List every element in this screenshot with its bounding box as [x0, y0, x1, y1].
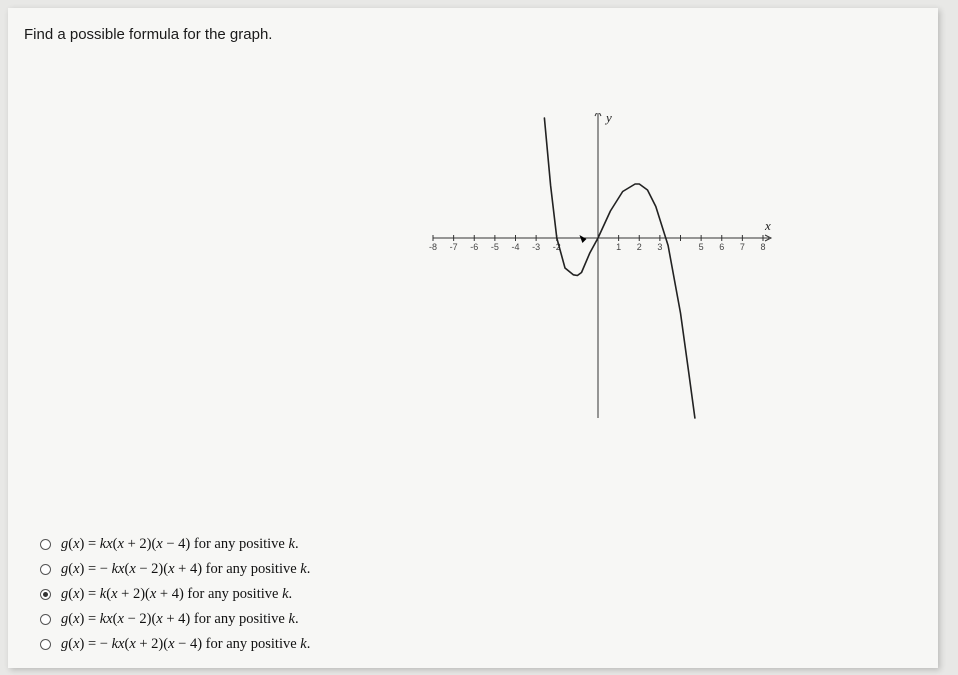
radio-icon[interactable]: [40, 589, 51, 600]
svg-text:8: 8: [760, 242, 765, 252]
answer-option-3[interactable]: g(x) = kx(x − 2)(x + 4) for any positive…: [40, 608, 310, 631]
svg-text:-6: -6: [470, 242, 478, 252]
svg-text:-7: -7: [450, 242, 458, 252]
answer-option-4[interactable]: g(x) = − kx(x + 2)(x − 4) for any positi…: [40, 633, 310, 656]
svg-text:7: 7: [740, 242, 745, 252]
answer-list: g(x) = kx(x + 2)(x − 4) for any positive…: [40, 533, 310, 658]
answer-option-2[interactable]: g(x) = k(x + 2)(x + 4) for any positive …: [40, 583, 310, 606]
answer-text: g(x) = kx(x + 2)(x − 4) for any positive…: [61, 536, 299, 553]
answer-option-0[interactable]: g(x) = kx(x + 2)(x − 4) for any positive…: [40, 533, 310, 556]
answer-text: g(x) = k(x + 2)(x + 4) for any positive …: [61, 586, 292, 603]
svg-text:-3: -3: [532, 242, 540, 252]
svg-text:5: 5: [699, 242, 704, 252]
svg-text:x: x: [764, 218, 771, 233]
svg-text:3: 3: [657, 242, 662, 252]
answer-option-1[interactable]: g(x) = − kx(x − 2)(x + 4) for any positi…: [40, 558, 310, 581]
graph: -8-7-6-5-4-3-21235678 yx: [428, 113, 778, 423]
radio-icon[interactable]: [40, 639, 51, 650]
svg-text:-5: -5: [491, 242, 499, 252]
radio-icon[interactable]: [40, 539, 51, 550]
svg-text:y: y: [604, 113, 612, 125]
radio-icon[interactable]: [40, 564, 51, 575]
svg-text:2: 2: [637, 242, 642, 252]
question-page: Find a possible formula for the graph. -…: [8, 8, 938, 668]
radio-icon[interactable]: [40, 614, 51, 625]
question-prompt: Find a possible formula for the graph.: [24, 26, 922, 43]
svg-text:6: 6: [719, 242, 724, 252]
answer-text: g(x) = kx(x − 2)(x + 4) for any positive…: [61, 611, 299, 628]
graph-svg: -8-7-6-5-4-3-21235678 yx: [428, 113, 778, 423]
svg-text:-4: -4: [511, 242, 519, 252]
answer-text: g(x) = − kx(x + 2)(x − 4) for any positi…: [61, 636, 310, 653]
svg-text:-8: -8: [429, 242, 437, 252]
answer-text: g(x) = − kx(x − 2)(x + 4) for any positi…: [61, 561, 310, 578]
svg-text:1: 1: [616, 242, 621, 252]
